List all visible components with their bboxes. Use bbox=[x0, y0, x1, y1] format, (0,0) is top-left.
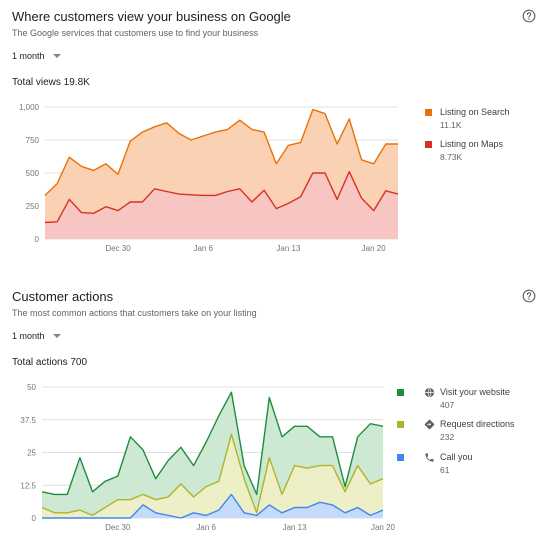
help-icon[interactable] bbox=[522, 289, 536, 303]
directions-icon bbox=[424, 419, 435, 430]
phone-icon bbox=[425, 453, 434, 462]
views-xtick-label: Dec 30 bbox=[105, 244, 131, 253]
legend-label-maps: Listing on Maps bbox=[440, 139, 504, 149]
legend-value-directions: 232 bbox=[440, 432, 455, 442]
help-icon[interactable] bbox=[522, 9, 536, 23]
actions-title: Customer actions bbox=[12, 289, 114, 304]
views-xtick-label: Jan 6 bbox=[193, 244, 213, 253]
actions-xtick-label: Dec 30 bbox=[105, 523, 131, 532]
actions-period-label: 1 month bbox=[12, 331, 45, 341]
actions-series-line-0[interactable] bbox=[41, 391, 384, 496]
actions-ytick-label: 37.5 bbox=[20, 416, 36, 425]
views-subtitle: The Google services that customers use t… bbox=[12, 28, 259, 38]
actions-xtick-label: Jan 20 bbox=[371, 523, 396, 532]
actions-area-2 bbox=[42, 494, 383, 518]
actions-xtick-label: Jan 6 bbox=[196, 523, 216, 532]
legend-swatch-maps bbox=[425, 141, 432, 148]
actions-chart: 0 12.5 25 37.5 50 Dec 30 Jan 6 Jan 13 Jan 20 bbox=[20, 383, 396, 532]
views-ytick-label: 750 bbox=[26, 136, 40, 145]
chevron-down-icon bbox=[52, 334, 61, 338]
actions-total: Total actions 700 bbox=[12, 357, 88, 368]
legend-swatch-directions bbox=[397, 421, 404, 428]
views-series-line-0[interactable] bbox=[44, 108, 398, 196]
legend-label-website: Visit your website bbox=[440, 387, 510, 397]
legend-label-call: Call you bbox=[440, 452, 473, 462]
actions-area-1 bbox=[42, 434, 383, 518]
legend-value-call: 61 bbox=[440, 465, 450, 475]
legend-value-website: 407 bbox=[440, 400, 455, 410]
actions-ytick-label: 0 bbox=[32, 514, 37, 523]
legend-swatch-search bbox=[425, 109, 432, 116]
actions-ytick-label: 12.5 bbox=[20, 481, 36, 490]
legend-value-maps: 8.73K bbox=[440, 152, 463, 162]
actions-period-dropdown[interactable]: 1 month bbox=[12, 331, 61, 341]
actions-series-line-2[interactable] bbox=[42, 493, 384, 519]
legend-value-search: 11.1K bbox=[440, 120, 462, 130]
views-total: Total views 19.8K bbox=[12, 77, 90, 88]
actions-card: Customer actions The most common actions… bbox=[0, 280, 550, 550]
legend-swatch-website bbox=[397, 389, 404, 396]
actions-ytick-label: 25 bbox=[27, 449, 36, 458]
views-xtick-label: Jan 20 bbox=[362, 244, 387, 253]
actions-series-line-1[interactable] bbox=[41, 433, 384, 517]
views-ytick-label: 0 bbox=[35, 235, 40, 244]
views-ytick-label: 500 bbox=[26, 169, 40, 178]
views-period-dropdown[interactable]: 1 month bbox=[12, 51, 61, 61]
views-area-1 bbox=[45, 171, 398, 239]
globe-icon bbox=[424, 387, 435, 398]
actions-ytick-label: 50 bbox=[27, 383, 36, 392]
views-title: Where customers view your business on Go… bbox=[12, 9, 291, 24]
views-series-line-1[interactable] bbox=[44, 170, 399, 224]
legend-swatch-call bbox=[397, 454, 404, 461]
views-ytick-label: 250 bbox=[26, 202, 40, 211]
views-chart: 0 250 500 750 1,000 Dec 30 Jan 6 Jan 13 Jan 20 bbox=[19, 103, 399, 253]
views-ytick-label: 1,000 bbox=[19, 103, 40, 112]
actions-xtick-label: Jan 13 bbox=[283, 523, 308, 532]
actions-subtitle: The most common actions that customers t… bbox=[12, 308, 257, 318]
views-xtick-label: Jan 13 bbox=[276, 244, 301, 253]
views-period-label: 1 month bbox=[12, 51, 45, 61]
views-card: Where customers view your business on Go… bbox=[0, 0, 550, 270]
legend-label-search: Listing on Search bbox=[440, 107, 510, 117]
chevron-down-icon bbox=[52, 54, 61, 58]
legend-label-directions: Request directions bbox=[440, 419, 515, 429]
